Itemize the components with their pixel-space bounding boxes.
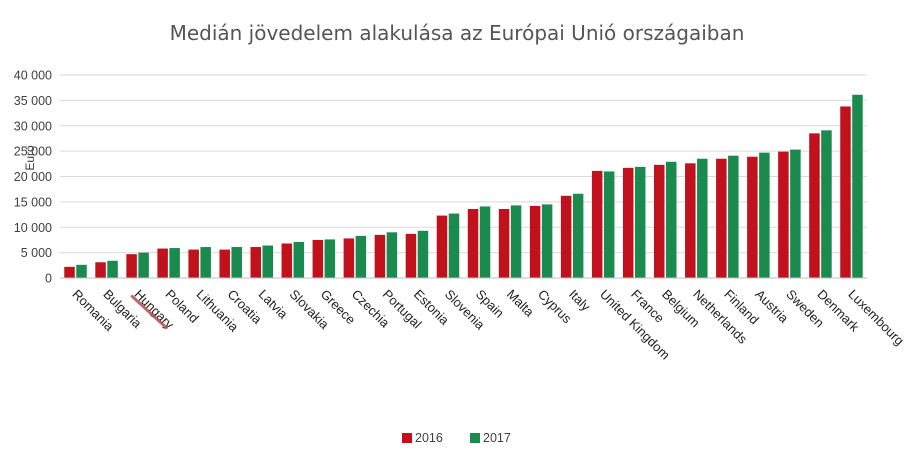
x-tick-label: Cyprus — [535, 287, 575, 327]
y-tick-label: 40 000 — [14, 69, 52, 83]
bar-2016-poland — [157, 248, 168, 278]
bar-2016-finland — [716, 158, 727, 278]
y-tick-label: 0 — [45, 272, 52, 286]
bar-2016-romania — [64, 266, 75, 278]
legend-swatch-2016 — [402, 433, 412, 443]
y-tick-label: 35 000 — [14, 94, 52, 108]
bar-2016-bulgaria — [95, 262, 106, 278]
bar-2016-latvia — [250, 247, 261, 278]
bar-2016-netherlands — [685, 163, 696, 278]
y-tick-label: 15 000 — [14, 195, 52, 209]
bar-2017-malta — [510, 205, 522, 278]
bar-2017-estonia — [417, 230, 429, 278]
y-axis-ticks: 0 5 000 10 000 15 000 20 000 25 000 30 000 35 0… — [14, 69, 52, 286]
bar-2017-latvia — [262, 245, 273, 278]
highlight-underline — [130, 294, 168, 330]
bar-2017-poland — [169, 248, 180, 278]
legend-label-2016: 2016 — [415, 431, 443, 445]
bar-2017-slovenia — [448, 213, 460, 278]
x-axis-labels: RomaniaBulgariaHungaryPolandLithuaniaCro… — [69, 287, 907, 363]
bar-2017-austria — [759, 152, 770, 278]
bar-2017-sweden — [790, 149, 801, 278]
bar-2017-spain — [479, 206, 491, 278]
bar-2016-estonia — [405, 233, 417, 278]
bar-2016-slovakia — [281, 243, 293, 278]
bar-2016-belgium — [654, 164, 665, 278]
y-axis-label: Euró — [23, 145, 37, 171]
bar-2017-bulgaria — [107, 260, 118, 278]
bar-2017-united-kingdom — [603, 171, 615, 278]
bar-2016-malta — [498, 208, 510, 278]
y-tick-label: 5 000 — [21, 246, 52, 260]
bars — [64, 94, 863, 279]
bar-2016-cyprus — [529, 205, 541, 278]
bar-2016-austria — [747, 156, 758, 278]
y-tick-label: 25 000 — [14, 145, 52, 159]
bar-2016-denmark — [809, 133, 820, 278]
bar-2017-greece — [324, 239, 336, 278]
bar-2017-hungary — [138, 252, 149, 279]
gridlines — [60, 74, 867, 254]
legend-label-2017: 2017 — [483, 431, 511, 445]
bar-2017-finland — [728, 155, 739, 278]
y-tick-label: 20 000 — [14, 170, 52, 184]
bar-2017-slovakia — [293, 241, 305, 278]
y-tick-label: 30 000 — [14, 119, 52, 133]
bar-2017-romania — [76, 264, 87, 278]
bar-2016-spain — [467, 208, 479, 278]
bar-2017-netherlands — [697, 158, 708, 278]
bar-2016-sweden — [778, 151, 789, 278]
bar-2016-italy — [560, 195, 572, 278]
bar-2017-croatia — [231, 247, 242, 278]
bar-2017-luxembourg — [852, 94, 863, 278]
bar-2016-luxembourg — [840, 106, 851, 278]
bar-2016-greece — [312, 239, 324, 278]
bar-2017-italy — [572, 193, 584, 278]
bar-2016-france — [622, 167, 634, 278]
chart-title: Medián jövedelem alakulása az Európai Un… — [170, 21, 745, 45]
y-tick-label: 10 000 — [14, 221, 52, 235]
bar-2016-hungary — [126, 254, 137, 278]
bar-2017-portugal — [386, 232, 398, 278]
bar-2017-czechia — [355, 235, 367, 278]
legend: 2016 2017 — [402, 431, 511, 445]
bar-2017-denmark — [821, 130, 832, 278]
bar-2017-cyprus — [541, 204, 553, 278]
bar-2017-lithuania — [200, 247, 211, 278]
bar-2016-united-kingdom — [591, 170, 603, 278]
bar-2016-portugal — [374, 234, 386, 278]
bar-2017-belgium — [666, 161, 677, 278]
bar-2016-czechia — [343, 238, 355, 278]
x-tick-label: Malta — [504, 287, 538, 321]
legend-swatch-2017 — [470, 433, 480, 443]
bar-2016-slovenia — [436, 215, 448, 278]
bar-2016-croatia — [219, 249, 230, 278]
bar-2016-lithuania — [188, 249, 199, 278]
bar-2017-france — [634, 166, 646, 278]
